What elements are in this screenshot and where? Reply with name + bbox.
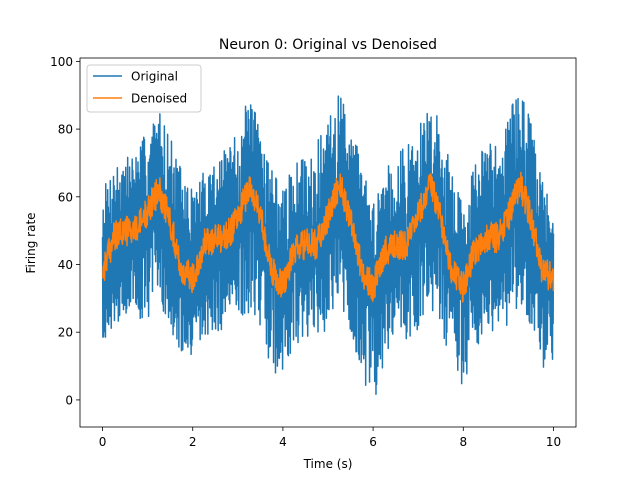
series-original-line xyxy=(101,95,555,395)
y-tick-label: 60 xyxy=(58,190,73,204)
legend: Original Denoised xyxy=(86,64,202,113)
x-tick-label: 2 xyxy=(189,435,197,449)
y-tick-label: 20 xyxy=(58,326,73,340)
y-tick-label: 40 xyxy=(58,258,73,272)
x-tick-label: 10 xyxy=(546,435,561,449)
legend-label-original: Original xyxy=(131,70,178,84)
legend-label-denoised: Denoised xyxy=(131,92,187,106)
y-tick-label: 100 xyxy=(50,55,73,69)
y-tick-label: 0 xyxy=(65,393,73,407)
x-tick-label: 0 xyxy=(99,435,107,449)
y-tick-label: 80 xyxy=(58,123,73,137)
series-denoised-line xyxy=(101,171,555,303)
x-axis-label: Time (s) xyxy=(303,457,353,471)
x-tick-label: 6 xyxy=(369,435,377,449)
y-axis-label: Firing rate xyxy=(24,212,38,273)
x-tick-label: 8 xyxy=(459,435,467,449)
axes-frame xyxy=(79,57,577,428)
chart-title: Neuron 0: Original vs Denoised xyxy=(219,37,437,53)
x-tick-label: 4 xyxy=(279,435,287,449)
